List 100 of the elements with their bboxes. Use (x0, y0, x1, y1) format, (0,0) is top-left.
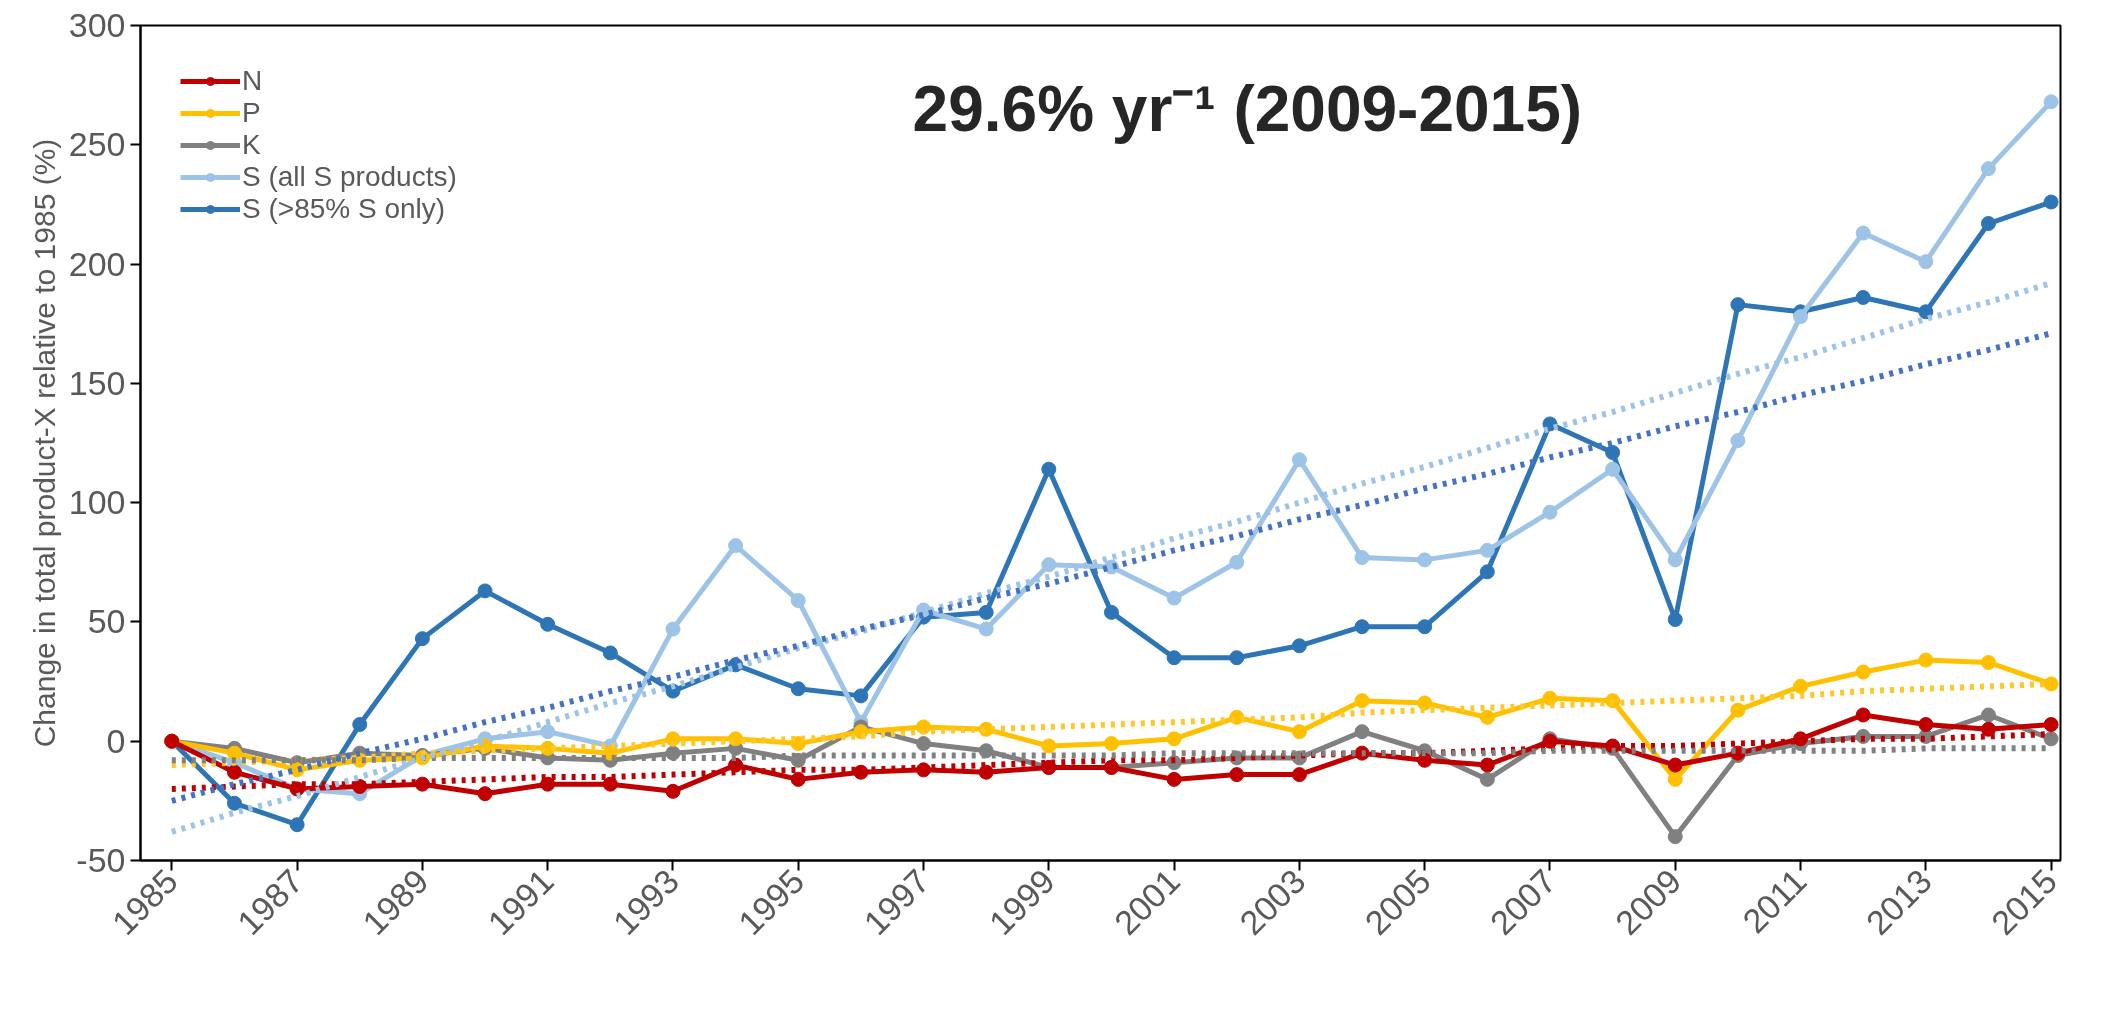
point (540, 616, 556, 632)
point (477, 786, 493, 802)
point (1980, 721, 1996, 737)
point (1166, 731, 1182, 747)
point (978, 764, 994, 780)
point (540, 776, 556, 792)
point (226, 764, 242, 780)
point (289, 817, 305, 833)
point (1542, 690, 1558, 706)
point (1918, 652, 1934, 668)
legend-label: S (>85% S only) (242, 193, 446, 225)
point (1667, 829, 1683, 845)
point (1166, 590, 1182, 606)
point (978, 604, 994, 620)
point (1229, 767, 1245, 783)
y-tick-label: 100 (68, 483, 126, 522)
y-tick-label: 0 (106, 721, 126, 760)
point (1291, 724, 1307, 740)
point (2043, 194, 2059, 210)
legend-label: K (242, 129, 262, 161)
point (352, 717, 368, 732)
point (1166, 771, 1182, 787)
point (414, 631, 430, 647)
point (1980, 655, 1996, 670)
point (1103, 736, 1119, 752)
point (1605, 461, 1621, 477)
point (916, 736, 932, 752)
point (1479, 542, 1495, 558)
point (2043, 94, 2059, 110)
point (1667, 612, 1683, 628)
point (1479, 709, 1495, 725)
annotation: 29.6% yr⁻¹ (2009-2015) (912, 73, 1583, 145)
point (1980, 216, 1996, 231)
point (1667, 757, 1683, 773)
y-tick-label: 200 (68, 244, 126, 283)
point (1291, 452, 1307, 468)
point (1291, 638, 1307, 654)
point (1479, 757, 1495, 773)
point (978, 621, 994, 637)
point (2043, 676, 2059, 692)
legend-label: N (242, 65, 263, 97)
y-tick-label: 150 (68, 363, 126, 402)
point (1918, 304, 1934, 320)
point (790, 592, 806, 608)
point (1291, 767, 1307, 783)
point (728, 538, 744, 554)
point (477, 583, 493, 599)
point (1980, 707, 1996, 723)
point (1354, 693, 1370, 709)
y-tick-label: 250 (68, 125, 126, 164)
point (1855, 707, 1871, 723)
point (1667, 771, 1683, 787)
y-axis-title: Change in total product-X relative to 1985 (%) (27, 138, 61, 748)
point (602, 645, 618, 661)
point (1041, 461, 1057, 477)
point (226, 795, 242, 811)
point (1417, 752, 1433, 768)
point (2043, 731, 2059, 747)
point (540, 724, 556, 740)
point (1417, 619, 1433, 635)
point (1229, 650, 1245, 666)
point (1354, 550, 1370, 565)
point (1229, 554, 1245, 570)
point (1166, 650, 1182, 666)
point (1980, 161, 1996, 177)
point (1354, 619, 1370, 635)
point (853, 688, 869, 704)
point (226, 745, 242, 761)
point (665, 783, 681, 799)
legend-label: P (242, 97, 262, 129)
point (1605, 445, 1621, 461)
point (1542, 504, 1558, 520)
y-tick-label: 300 (68, 6, 126, 44)
point (916, 762, 932, 778)
point (1855, 289, 1871, 305)
point (665, 621, 681, 637)
point (1918, 717, 1934, 732)
point (2043, 717, 2059, 732)
point (1354, 724, 1370, 740)
point (1667, 552, 1683, 568)
point (1730, 702, 1746, 718)
legend-label: S (all S products) (242, 161, 457, 193)
point (1793, 309, 1809, 325)
point (1417, 552, 1433, 568)
point (602, 776, 618, 792)
point (790, 771, 806, 787)
point (1855, 225, 1871, 241)
point (1730, 433, 1746, 449)
point (1103, 604, 1119, 620)
point (1479, 564, 1495, 580)
point (1855, 664, 1871, 680)
point (1918, 254, 1934, 270)
point (1793, 678, 1809, 694)
point (1730, 297, 1746, 313)
point (790, 681, 806, 697)
point (1479, 771, 1495, 787)
point (1041, 557, 1057, 573)
y-tick-label: 50 (87, 602, 126, 641)
point (1041, 738, 1057, 754)
point (1417, 695, 1433, 711)
